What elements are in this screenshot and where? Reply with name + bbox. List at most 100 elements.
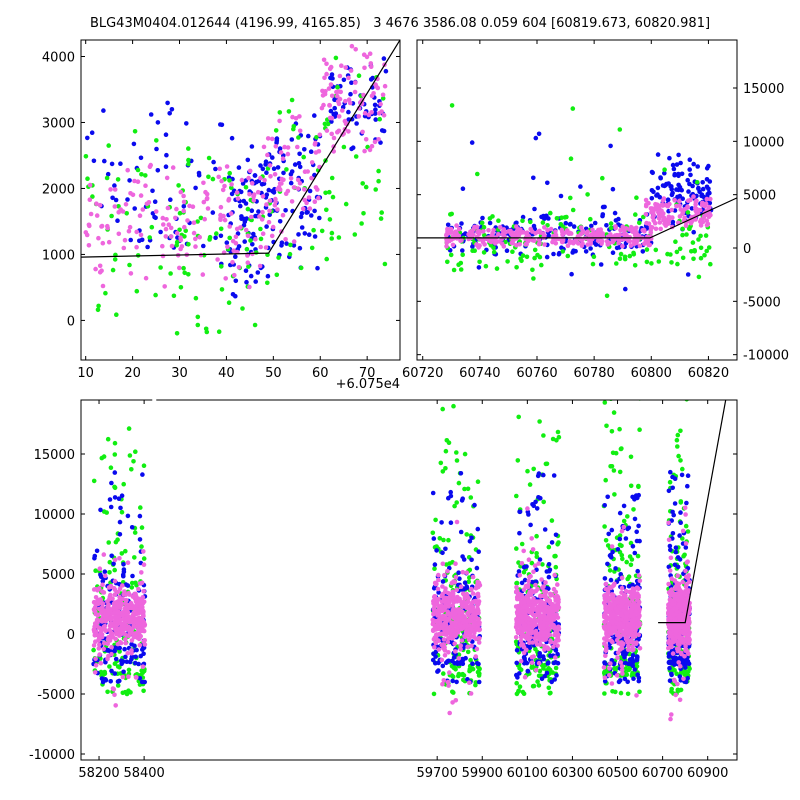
data-point-green [536, 683, 542, 688]
data-point-pink [112, 204, 118, 209]
data-point-green [656, 259, 662, 264]
data-point-pink [132, 178, 137, 184]
data-point-green [570, 207, 576, 213]
data-point-blue [297, 164, 303, 170]
data-point-blue [667, 543, 673, 549]
data-point-blue [531, 175, 536, 181]
data-point-green [433, 517, 438, 523]
data-point-pink [545, 227, 550, 233]
data-point-green [186, 157, 191, 163]
data-point-pink [264, 202, 269, 207]
data-point-pink [518, 619, 523, 625]
data-point-pink [652, 220, 658, 226]
data-point-pink [335, 93, 340, 99]
data-point-pink [141, 549, 146, 554]
data-point-green [112, 452, 118, 457]
data-point-pink [619, 528, 625, 534]
data-point-pink [698, 219, 703, 224]
data-point-pink [608, 638, 614, 643]
data-point-pink [578, 225, 584, 230]
data-point-pink [489, 233, 495, 238]
data-point-pink [97, 652, 102, 657]
data-point-pink [361, 52, 367, 57]
data-point-blue [238, 203, 243, 209]
data-point-pink [112, 600, 118, 605]
data-point-blue [546, 586, 551, 591]
data-point-green [552, 553, 558, 559]
data-point-green [603, 477, 608, 483]
data-point-pink [609, 234, 615, 240]
y-tick-label: 3000 [42, 116, 75, 131]
data-point-pink [112, 692, 117, 698]
data-point-pink [706, 213, 712, 218]
data-point-green [525, 468, 530, 474]
data-point-pink [204, 196, 210, 201]
data-point-pink [451, 579, 456, 584]
data-point-green [555, 429, 561, 435]
data-point-pink [435, 613, 440, 618]
data-point-blue [430, 490, 436, 496]
data-point-pink [93, 586, 98, 592]
data-point-pink [471, 232, 476, 238]
data-point-green [674, 249, 680, 255]
data-point-pink [450, 242, 456, 248]
data-point-blue [137, 676, 143, 681]
data-point-green [373, 187, 379, 192]
data-point-blue [165, 100, 170, 106]
data-point-blue [201, 243, 206, 249]
data-point-green [522, 395, 527, 400]
data-point-green [680, 226, 685, 232]
data-point-pink [526, 596, 531, 602]
data-point-green [602, 671, 607, 676]
data-point-blue [530, 579, 535, 585]
data-point-blue [373, 117, 379, 122]
data-point-pink [97, 202, 103, 208]
data-point-blue [578, 184, 583, 189]
data-point-pink [371, 91, 376, 96]
data-point-blue [241, 216, 247, 222]
data-point-pink [446, 683, 451, 688]
data-point-pink [316, 195, 321, 201]
data-point-pink [126, 614, 131, 619]
data-point-pink [550, 606, 556, 611]
data-point-green [631, 507, 636, 512]
data-point-blue [312, 234, 318, 239]
data-point-blue [349, 146, 354, 152]
data-point-pink [603, 581, 609, 587]
data-point-pink [605, 590, 611, 596]
data-point-pink [526, 578, 531, 584]
data-point-pink [551, 586, 557, 592]
data-point-pink [251, 192, 257, 197]
data-point-pink [100, 283, 106, 289]
data-point-blue [632, 516, 638, 522]
data-point-blue [569, 271, 574, 277]
data-point-pink [277, 118, 282, 124]
data-point-pink [688, 220, 694, 226]
data-point-green [683, 523, 689, 529]
data-point-blue [265, 273, 271, 279]
data-point-green [207, 234, 213, 240]
data-point-pink [367, 51, 373, 56]
data-point-green [120, 690, 126, 696]
data-point-blue [687, 181, 692, 187]
data-point-green [119, 509, 125, 515]
data-point-pink [657, 220, 663, 225]
data-point-green [132, 555, 137, 560]
data-point-green [516, 414, 521, 420]
data-point-blue [544, 254, 550, 260]
data-point-blue [610, 186, 616, 192]
data-point-blue [542, 216, 547, 222]
data-point-blue [610, 549, 615, 555]
data-point-blue [634, 529, 639, 535]
data-point-green [123, 548, 128, 554]
data-point-pink [164, 217, 169, 222]
data-point-blue [213, 166, 218, 172]
data-point-pink [282, 144, 287, 150]
data-point-green [483, 263, 489, 269]
data-point-green [335, 84, 340, 90]
data-point-pink [220, 187, 226, 193]
data-point-pink [480, 229, 486, 234]
data-point-green [527, 482, 533, 487]
data-point-blue [626, 525, 632, 531]
data-point-pink [633, 641, 639, 646]
